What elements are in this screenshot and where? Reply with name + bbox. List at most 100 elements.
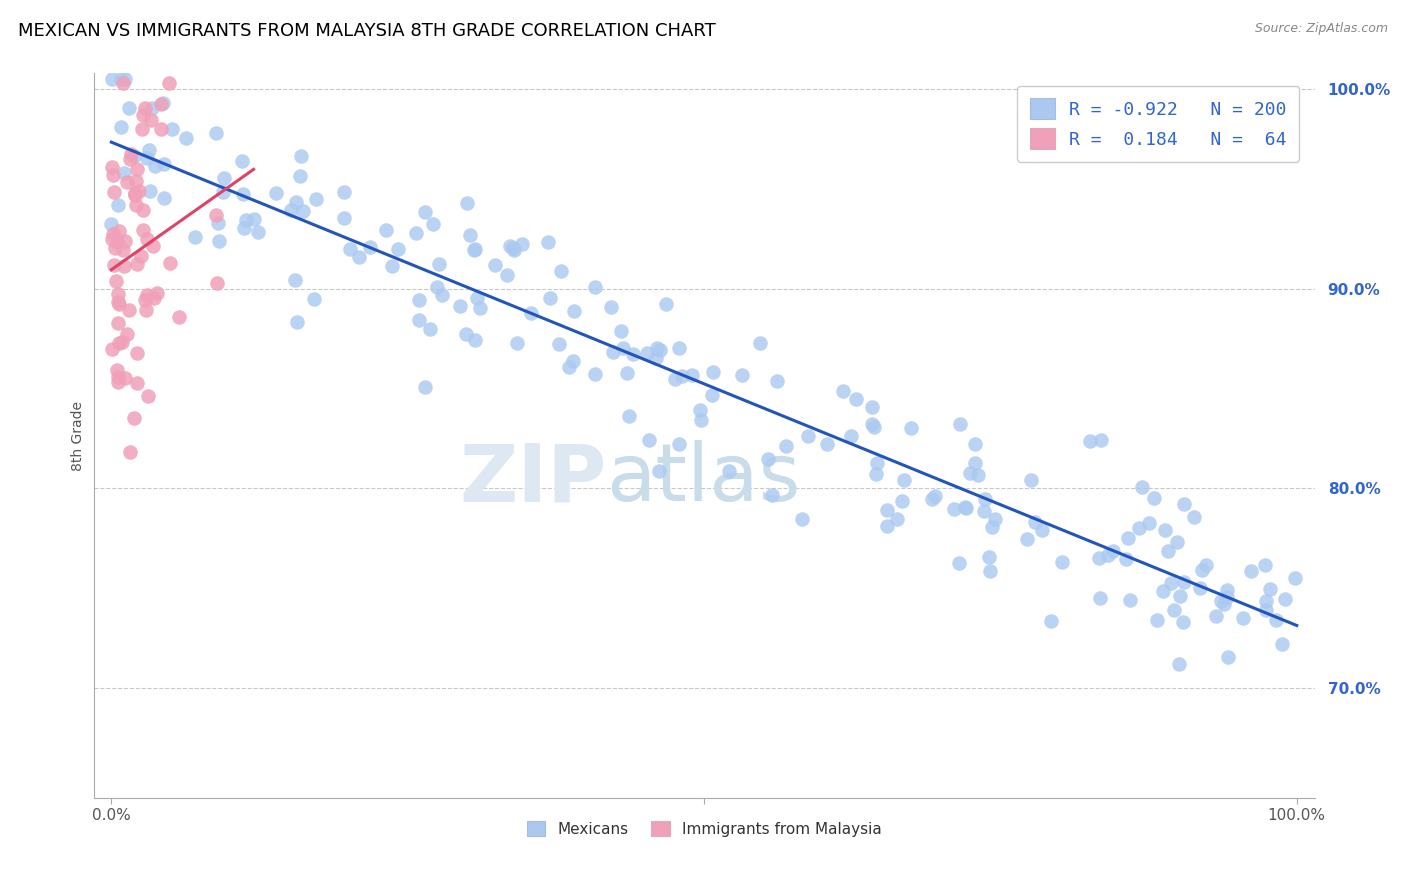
Point: [1188, 581, 1211, 595]
Point: [103, 185, 125, 199]
Point: [122, 411, 145, 425]
Point: [120, 152, 142, 166]
Point: [815, 437, 838, 451]
Point: [333, 186, 356, 200]
Point: [422, 218, 444, 232]
Point: [100, 72, 122, 87]
Point: [285, 194, 308, 209]
Point: [1191, 563, 1213, 577]
Point: [136, 151, 159, 165]
Point: [449, 299, 471, 313]
Point: [146, 286, 169, 301]
Point: [967, 468, 990, 483]
Point: [114, 72, 136, 87]
Point: [127, 346, 149, 360]
Point: [886, 512, 908, 526]
Point: [1284, 571, 1306, 585]
Point: [1195, 558, 1218, 572]
Point: [496, 268, 519, 282]
Point: [183, 229, 205, 244]
Point: [107, 375, 129, 389]
Point: [107, 198, 129, 212]
Point: [689, 402, 711, 417]
Point: [108, 224, 131, 238]
Point: [979, 550, 1001, 565]
Point: [681, 368, 703, 382]
Point: [636, 346, 658, 360]
Point: [876, 503, 898, 517]
Point: [110, 120, 132, 135]
Point: [668, 342, 690, 356]
Point: [1211, 594, 1233, 608]
Point: [117, 303, 139, 318]
Point: [112, 243, 135, 257]
Point: [749, 335, 772, 350]
Point: [387, 243, 409, 257]
Point: [550, 264, 572, 278]
Point: [1258, 582, 1281, 597]
Point: [955, 501, 977, 516]
Point: [112, 259, 135, 273]
Point: [1274, 592, 1296, 607]
Point: [536, 235, 558, 250]
Point: [152, 191, 174, 205]
Point: [616, 366, 638, 380]
Point: [232, 186, 254, 201]
Point: [408, 293, 430, 308]
Point: [143, 159, 166, 173]
Point: [648, 465, 671, 479]
Point: [117, 327, 139, 342]
Text: ZIP: ZIP: [460, 440, 606, 518]
Point: [408, 312, 430, 326]
Point: [900, 421, 922, 435]
Point: [107, 295, 129, 310]
Point: [600, 300, 623, 314]
Point: [831, 384, 853, 398]
Point: [463, 243, 485, 257]
Point: [979, 564, 1001, 578]
Point: [124, 198, 146, 212]
Point: [668, 437, 690, 451]
Point: [1166, 535, 1188, 549]
Point: [963, 437, 986, 451]
Point: [974, 491, 997, 506]
Point: [375, 223, 398, 237]
Point: [132, 202, 155, 217]
Point: [149, 96, 172, 111]
Point: [1173, 575, 1195, 590]
Point: [1015, 532, 1038, 546]
Point: [100, 217, 122, 231]
Point: [860, 417, 883, 432]
Point: [120, 147, 142, 161]
Point: [959, 467, 981, 481]
Point: [1160, 575, 1182, 590]
Point: [208, 234, 231, 248]
Point: [1173, 615, 1195, 629]
Point: [104, 241, 127, 255]
Point: [1173, 497, 1195, 511]
Point: [756, 452, 779, 467]
Point: [1240, 565, 1263, 579]
Point: [101, 169, 124, 183]
Point: [204, 208, 226, 222]
Point: [1019, 473, 1042, 487]
Point: [118, 102, 141, 116]
Point: [583, 367, 606, 381]
Point: [110, 72, 132, 87]
Point: [142, 239, 165, 253]
Point: [1078, 434, 1101, 448]
Point: [973, 504, 995, 518]
Point: [718, 465, 741, 479]
Point: [1168, 589, 1191, 603]
Point: [292, 204, 315, 219]
Point: [1031, 523, 1053, 537]
Point: [890, 493, 912, 508]
Point: [359, 240, 381, 254]
Point: [131, 249, 153, 263]
Point: [845, 392, 868, 406]
Point: [124, 186, 146, 201]
Point: [157, 76, 180, 90]
Point: [1157, 543, 1180, 558]
Point: [1232, 610, 1254, 624]
Point: [105, 235, 128, 250]
